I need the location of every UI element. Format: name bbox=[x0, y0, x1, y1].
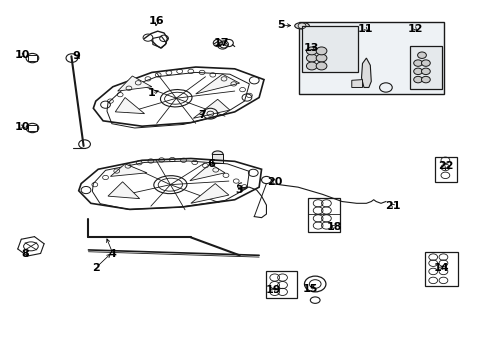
Polygon shape bbox=[118, 76, 152, 91]
Polygon shape bbox=[189, 164, 224, 181]
Bar bbox=[424, 252, 457, 286]
Circle shape bbox=[316, 54, 326, 62]
Text: 15: 15 bbox=[303, 284, 318, 294]
Circle shape bbox=[421, 68, 429, 75]
Text: 10: 10 bbox=[15, 50, 30, 60]
Circle shape bbox=[316, 62, 326, 70]
Text: 7: 7 bbox=[198, 110, 205, 120]
Bar bbox=[409, 45, 441, 89]
Polygon shape bbox=[351, 80, 362, 87]
Polygon shape bbox=[108, 182, 140, 199]
Circle shape bbox=[417, 52, 426, 58]
Ellipse shape bbox=[294, 23, 309, 29]
Text: 3: 3 bbox=[235, 185, 243, 195]
Circle shape bbox=[421, 60, 429, 66]
Polygon shape bbox=[110, 164, 147, 176]
Text: 9: 9 bbox=[72, 51, 80, 61]
Circle shape bbox=[421, 76, 429, 83]
Bar bbox=[27, 55, 37, 61]
Polygon shape bbox=[115, 98, 144, 114]
Polygon shape bbox=[361, 58, 370, 87]
Text: 10: 10 bbox=[15, 122, 30, 132]
Bar bbox=[212, 154, 223, 163]
Text: 12: 12 bbox=[407, 24, 422, 34]
Circle shape bbox=[316, 47, 326, 55]
Text: 14: 14 bbox=[433, 263, 448, 273]
Polygon shape bbox=[193, 99, 229, 118]
Bar bbox=[266, 271, 296, 298]
Polygon shape bbox=[195, 74, 239, 94]
Text: 17: 17 bbox=[213, 38, 228, 48]
Text: 8: 8 bbox=[21, 249, 29, 259]
Text: 18: 18 bbox=[326, 222, 342, 232]
Bar bbox=[434, 157, 456, 182]
Text: 13: 13 bbox=[304, 43, 319, 53]
Text: 5: 5 bbox=[277, 20, 285, 30]
Bar bbox=[27, 125, 37, 131]
Text: 19: 19 bbox=[265, 285, 281, 296]
Ellipse shape bbox=[212, 151, 223, 157]
Text: 20: 20 bbox=[267, 177, 283, 187]
Text: 6: 6 bbox=[207, 159, 215, 169]
Polygon shape bbox=[190, 184, 228, 203]
Text: 11: 11 bbox=[357, 24, 372, 34]
Circle shape bbox=[306, 54, 317, 62]
FancyBboxPatch shape bbox=[299, 22, 444, 94]
Circle shape bbox=[413, 60, 422, 66]
Text: 22: 22 bbox=[438, 161, 453, 171]
Bar bbox=[302, 26, 357, 72]
Text: 1: 1 bbox=[148, 88, 155, 98]
Circle shape bbox=[413, 76, 422, 83]
Bar bbox=[307, 198, 339, 232]
Circle shape bbox=[413, 68, 422, 75]
Text: 16: 16 bbox=[149, 17, 164, 27]
Text: 2: 2 bbox=[92, 263, 100, 273]
Circle shape bbox=[306, 62, 317, 70]
Text: 4: 4 bbox=[109, 248, 117, 258]
Text: 21: 21 bbox=[385, 201, 400, 211]
Circle shape bbox=[306, 47, 317, 55]
